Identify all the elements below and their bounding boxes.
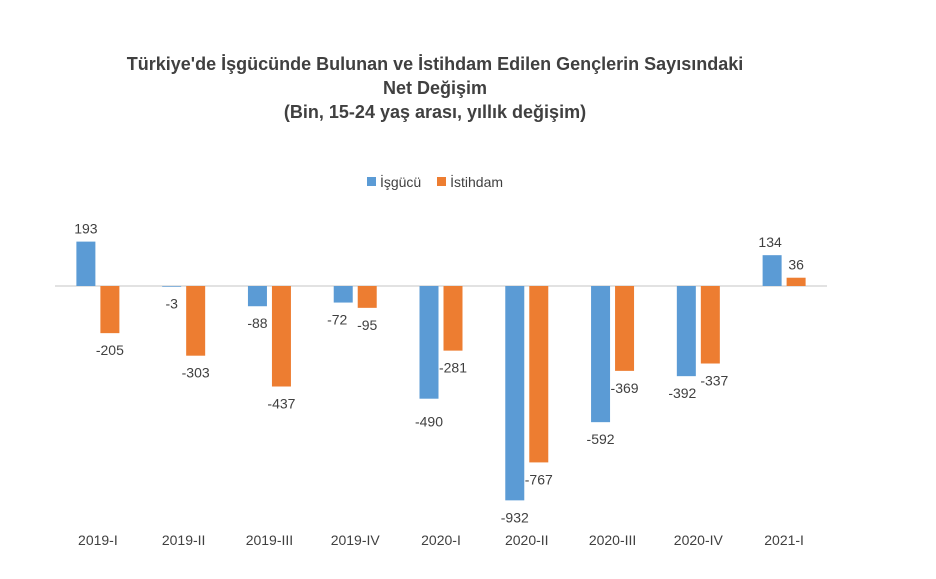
x-tick-label-2019-II: 2019-II xyxy=(162,532,206,548)
bar-isgucu-2020-III xyxy=(591,286,611,423)
bar-isgucu-2020-IV xyxy=(676,286,696,377)
legend-item-isgucu: İşgücü xyxy=(366,173,422,190)
legend-label-isgucu: İşgücü xyxy=(379,173,422,190)
bar-istihdam-2020-IV xyxy=(700,286,720,364)
x-tick-label-2021-I: 2021-I xyxy=(764,532,804,548)
bar-istihdam-2019-III xyxy=(271,286,291,387)
bar-istihdam-2021-I xyxy=(786,277,806,286)
bar-istihdam-2020-I xyxy=(443,286,463,351)
bar-isgucu-2020-I xyxy=(419,286,439,399)
bar-isgucu-2020-II xyxy=(505,286,525,501)
data-label-istihdam-2020-I: -281 xyxy=(439,360,467,376)
data-label-isgucu-2020-I: -490 xyxy=(415,414,443,430)
x-tick-label-2020-III: 2020-III xyxy=(589,532,636,548)
x-tick-label-2019-I: 2019-I xyxy=(78,532,118,548)
data-label-isgucu-2020-IV: -392 xyxy=(668,385,696,401)
x-tick-label-2020-IV: 2020-IV xyxy=(674,532,724,548)
bar-istihdam-2020-II xyxy=(529,286,549,463)
data-label-istihdam-2020-III: -369 xyxy=(611,380,639,396)
data-label-isgucu-2019-I: 193 xyxy=(74,221,98,237)
bar-isgucu-2019-I xyxy=(76,241,96,286)
data-label-isgucu-2019-II: -3 xyxy=(165,296,178,312)
data-label-istihdam-2019-I: -205 xyxy=(96,342,124,358)
bar-istihdam-2019-IV xyxy=(357,286,377,308)
bar-isgucu-2019-IV xyxy=(333,286,353,303)
x-tick-label-2020-II: 2020-II xyxy=(505,532,549,548)
data-label-istihdam-2019-IV: -95 xyxy=(357,317,377,333)
data-label-istihdam-2020-II: -767 xyxy=(525,471,553,487)
data-label-isgucu-2021-I: 134 xyxy=(758,234,782,250)
bar-istihdam-2020-III xyxy=(615,286,635,371)
x-tick-label-2019-IV: 2019-IV xyxy=(331,532,381,548)
chart-title-line-2: Net Değişim xyxy=(382,78,488,98)
data-label-istihdam-2019-II: -303 xyxy=(182,365,210,381)
legend-item-istihdam: İstihdam xyxy=(437,174,503,190)
legend-label-istihdam: İstihdam xyxy=(450,173,504,190)
legend-swatch-istihdam xyxy=(437,177,447,186)
chart-title: Türkiye'de İşgücünde Bulunan ve İstihdam… xyxy=(0,52,870,124)
data-label-isgucu-2020-II: -932 xyxy=(501,509,529,525)
chart-subtitle: (Bin, 15-24 yaş arası, yıllık değişim) xyxy=(283,102,587,122)
legend-swatch-isgucu xyxy=(366,177,376,186)
bar-istihdam-2019-II xyxy=(186,286,206,356)
data-label-istihdam-2020-IV: -337 xyxy=(700,373,728,389)
data-label-isgucu-2020-III: -592 xyxy=(587,431,615,447)
data-label-istihdam-2021-I: 36 xyxy=(788,257,804,273)
data-label-istihdam-2019-III: -437 xyxy=(267,396,295,412)
bar-isgucu-2019-II xyxy=(162,286,182,287)
x-tick-label-2019-III: 2019-III xyxy=(246,532,293,548)
bar-isgucu-2019-III xyxy=(247,286,267,307)
bar-istihdam-2019-I xyxy=(100,286,120,334)
chart-title-line-1: Türkiye'de İşgücünde Bulunan ve İstihdam… xyxy=(126,54,744,74)
data-label-isgucu-2019-III: -88 xyxy=(247,315,267,331)
chart-legend: İşgücü İstihdam xyxy=(0,173,870,190)
bar-isgucu-2021-I xyxy=(762,255,782,286)
data-label-isgucu-2019-IV: -72 xyxy=(327,312,347,328)
x-tick-label-2020-I: 2020-I xyxy=(421,532,461,548)
